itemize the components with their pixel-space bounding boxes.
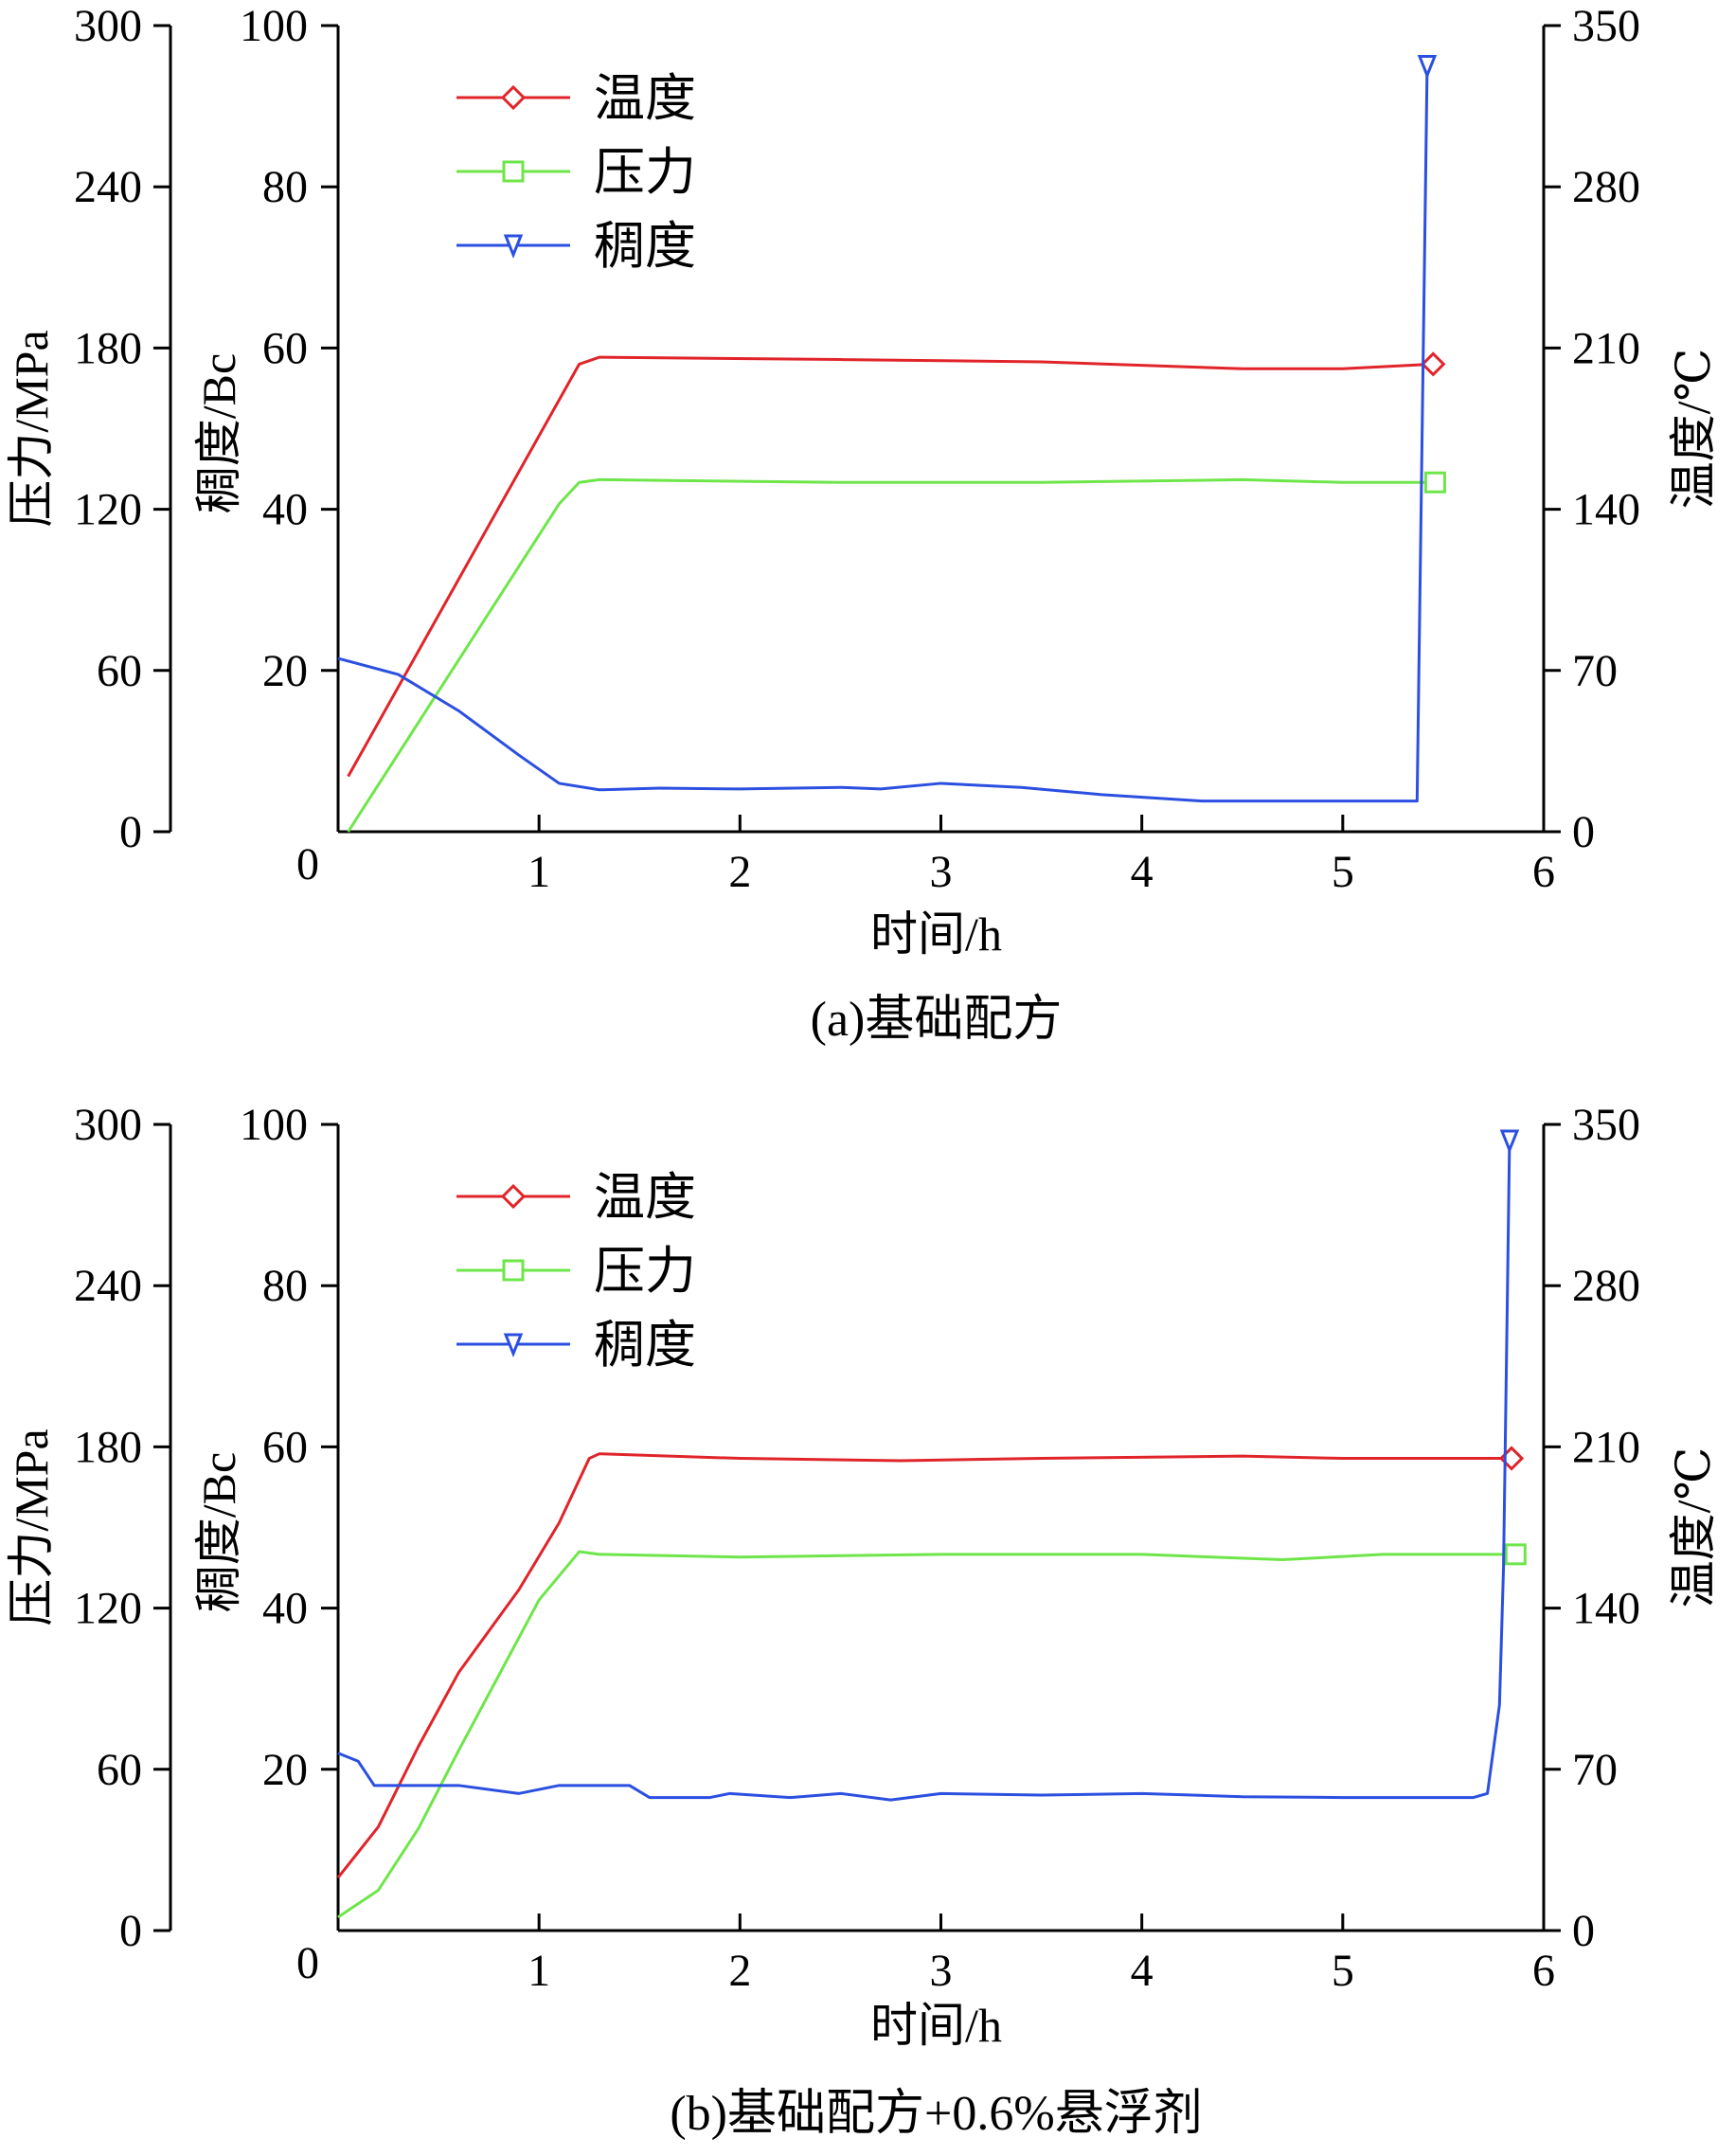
- pressure-series-line: [347, 477, 1436, 833]
- temperature-tick-label: 70: [1572, 646, 1618, 696]
- x-tick-label: 4: [1131, 847, 1154, 897]
- x-tick-label: 4: [1131, 1946, 1154, 1996]
- temperature-tick-label: 70: [1572, 1745, 1618, 1795]
- x-tick-label: 6: [1532, 847, 1555, 897]
- panel-caption: (a)基础配方: [811, 993, 1063, 1047]
- legend-marker-temperature: [500, 84, 527, 111]
- pressure-tick-label: 240: [74, 1261, 142, 1311]
- legend-item-consistency: 稠度: [456, 218, 696, 275]
- legend-marker-consistency: [503, 234, 524, 260]
- legend-item-temperature: 温度: [456, 70, 696, 127]
- temperature-tick-label: 350: [1572, 1, 1640, 51]
- x-tick-label: 1: [528, 847, 550, 897]
- x-axis-title: 时间/h: [870, 1999, 1002, 2052]
- pressure-tick-label: 60: [97, 1745, 142, 1795]
- temperature-tick-label: 210: [1572, 323, 1640, 373]
- consistency-tick-label: 80: [262, 162, 308, 212]
- pressure-series-line: [337, 1550, 1516, 1919]
- consistency-axis-title: 稠度/Bc: [192, 353, 245, 513]
- temperature-tick-label: 280: [1572, 162, 1640, 212]
- temperature-series-line: [336, 1452, 1512, 1879]
- legend-item-pressure: 压力: [456, 144, 696, 201]
- pressure-tick-label: 120: [74, 1584, 142, 1634]
- x-tick-label: 5: [1332, 847, 1354, 897]
- x-tick-label: 0: [296, 1938, 319, 1988]
- legend-item-temperature: 温度: [456, 1169, 696, 1226]
- temperature-axis-title: 温度/℃: [1667, 349, 1720, 510]
- pressure-axis-title: 压力/MPa: [5, 330, 58, 527]
- temperature-tick-label: 280: [1572, 1261, 1640, 1311]
- pressure-axis-title: 压力/MPa: [5, 1428, 58, 1626]
- temperature-tick-label: 210: [1572, 1422, 1640, 1472]
- consistency-tick-label: 80: [262, 1261, 308, 1311]
- consistency-tick-label: 40: [262, 1584, 308, 1634]
- x-tick-label: 2: [728, 847, 751, 897]
- temperature-tick-label: 0: [1572, 1906, 1595, 1956]
- legend-marker-pressure: [502, 1259, 525, 1282]
- legend-label-consistency: 稠度: [594, 218, 696, 275]
- temperature-tick-label: 0: [1572, 807, 1595, 857]
- consistency-end-marker: [1417, 55, 1438, 80]
- consistency-tick-label: 40: [262, 485, 308, 535]
- legend-label-pressure: 压力: [594, 1243, 696, 1300]
- consistency-tick-label: 20: [262, 1745, 308, 1795]
- consistency-tick-label: 100: [240, 1100, 308, 1150]
- x-tick-label: 3: [930, 847, 953, 897]
- legend-marker-consistency: [503, 1333, 524, 1358]
- chart-panel-a: 0 1 2 3 4 5 6 时间/h 0 60 120 180 240 300 压力/MPa 20 40 60 80…: [5, 1, 1720, 1047]
- x-tick-label: 0: [296, 839, 319, 889]
- legend-item-consistency: 稠度: [456, 1317, 696, 1374]
- consistency-tick-label: 100: [240, 1, 308, 51]
- legend-item-pressure: 压力: [456, 1243, 696, 1300]
- x-tick-label: 1: [528, 1946, 550, 1996]
- x-tick-label: 6: [1532, 1946, 1555, 1996]
- chart-panel-b: 0 1 2 3 4 5 6 时间/h 0 60 120 180 240 300 压力/MPa 20 40 60 80…: [5, 1100, 1720, 2141]
- temperature-tick-label: 140: [1572, 1584, 1640, 1634]
- pressure-tick-label: 300: [74, 1, 142, 51]
- pressure-tick-label: 180: [74, 323, 142, 373]
- x-tick-label: 2: [728, 1946, 751, 1996]
- pressure-tick-label: 120: [74, 485, 142, 535]
- pressure-end-marker: [1504, 1543, 1527, 1566]
- consistency-series-line: [337, 1140, 1511, 1802]
- temperature-end-marker: [1421, 351, 1446, 377]
- x-tick-label: 3: [930, 1946, 953, 1996]
- temperature-tick-label: 140: [1572, 485, 1640, 535]
- legend-label-temperature: 温度: [594, 1169, 696, 1226]
- x-axis-title: 时间/h: [870, 907, 1002, 961]
- consistency-series-line: [337, 65, 1429, 803]
- consistency-end-marker: [1499, 1129, 1520, 1155]
- legend-marker-pressure: [502, 160, 525, 183]
- legend-label-consistency: 稠度: [594, 1317, 696, 1374]
- consistency-tick-label: 60: [262, 1422, 308, 1472]
- consistency-axis-title: 稠度/Bc: [192, 1452, 245, 1612]
- temperature-tick-label: 350: [1572, 1100, 1640, 1150]
- legend-label-temperature: 温度: [594, 70, 696, 127]
- consistency-tick-label: 20: [262, 646, 308, 696]
- pressure-tick-label: 60: [97, 646, 142, 696]
- pressure-end-marker: [1423, 471, 1446, 494]
- legend-marker-temperature: [500, 1183, 527, 1210]
- consistency-tick-label: 60: [262, 323, 308, 373]
- pressure-tick-label: 300: [74, 1100, 142, 1150]
- pressure-tick-label: 0: [119, 807, 142, 857]
- temperature-series-line: [347, 355, 1434, 778]
- x-tick-label: 5: [1332, 1946, 1354, 1996]
- temperature-axis-title: 温度/℃: [1667, 1447, 1720, 1608]
- pressure-tick-label: 0: [119, 1906, 142, 1956]
- pressure-tick-label: 240: [74, 162, 142, 212]
- legend-label-pressure: 压力: [594, 144, 696, 201]
- pressure-tick-label: 180: [74, 1422, 142, 1472]
- panel-caption: (b)基础配方+0.6%悬浮剂: [670, 2087, 1202, 2141]
